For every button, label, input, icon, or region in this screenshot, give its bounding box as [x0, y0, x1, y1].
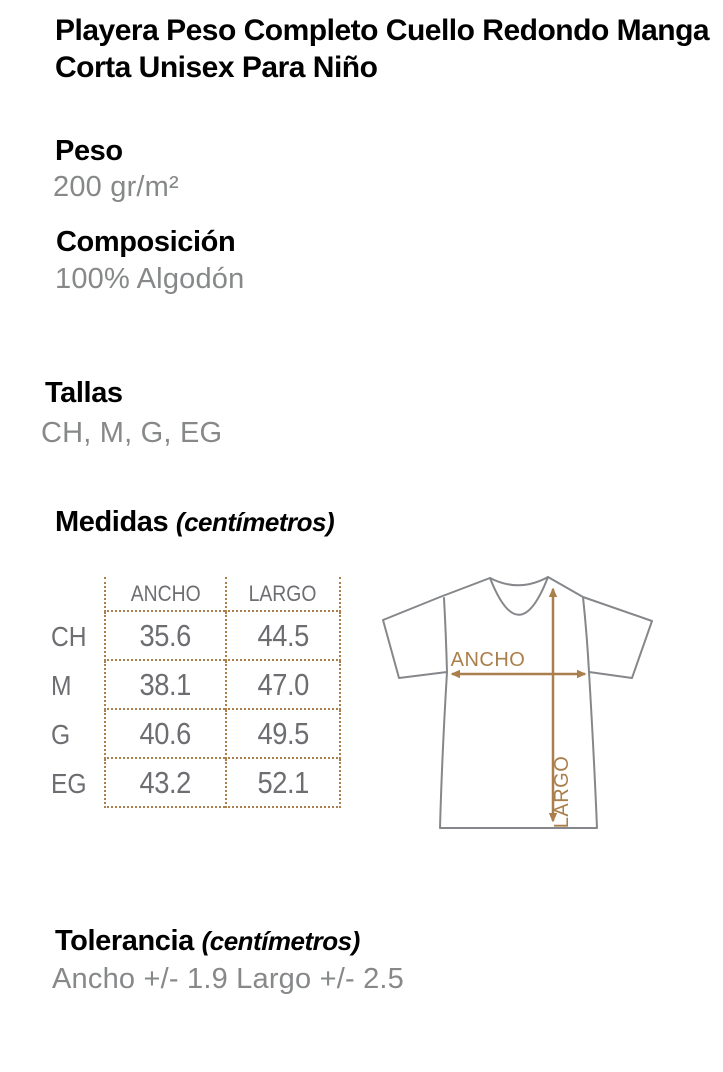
size-table-corner	[45, 577, 104, 612]
product-title: Playera Peso Completo Cuello Redondo Man…	[55, 14, 710, 84]
tshirt-measurement-diagram: ANCHO LARGO	[382, 576, 653, 829]
size-table-header-ancho: ANCHO	[104, 577, 225, 612]
medidas-heading-text: Medidas	[55, 506, 169, 538]
ancho-label: ANCHO	[451, 649, 526, 671]
size-table-cell: 44.5	[225, 612, 341, 661]
size-table-cell: 52.1	[225, 759, 341, 808]
tallas-heading: Tallas	[45, 377, 123, 409]
size-table-cell: 40.6	[104, 710, 225, 759]
size-table-row-label: G	[51, 718, 71, 750]
largo-label: LARGO	[551, 756, 573, 829]
size-table-cell: 35.6	[104, 612, 225, 661]
peso-heading: Peso	[55, 135, 123, 167]
composicion-heading: Composición	[56, 226, 236, 258]
size-table: ANCHO LARGO CH 35.6 44.5 M 38.1 47.0 G 4…	[45, 577, 341, 808]
size-table-header-largo: LARGO	[225, 577, 341, 612]
tolerancia-unit-note: (centímetros)	[201, 926, 361, 956]
size-table-row-label: CH	[51, 620, 87, 652]
medidas-heading: Medidas (centímetros)	[55, 506, 335, 539]
medidas-unit-note: (centímetros)	[175, 507, 335, 537]
size-table-row-label: EG	[51, 767, 87, 799]
tolerancia-heading: Tolerancia (centímetros)	[55, 925, 360, 958]
tolerancia-heading-text: Tolerancia	[55, 925, 194, 957]
size-table-cell: 38.1	[104, 661, 225, 710]
size-table-row-label: M	[51, 669, 72, 701]
tshirt-outline	[382, 576, 653, 829]
tallas-value: CH, M, G, EG	[41, 417, 223, 449]
tolerancia-value: Ancho +/- 1.9 Largo +/- 2.5	[52, 963, 405, 995]
size-table-cell: 49.5	[225, 710, 341, 759]
size-table-cell: 43.2	[104, 759, 225, 808]
size-table-cell: 47.0	[225, 661, 341, 710]
composicion-value: 100% Algodón	[55, 263, 245, 295]
peso-value: 200 gr/m²	[53, 171, 179, 203]
